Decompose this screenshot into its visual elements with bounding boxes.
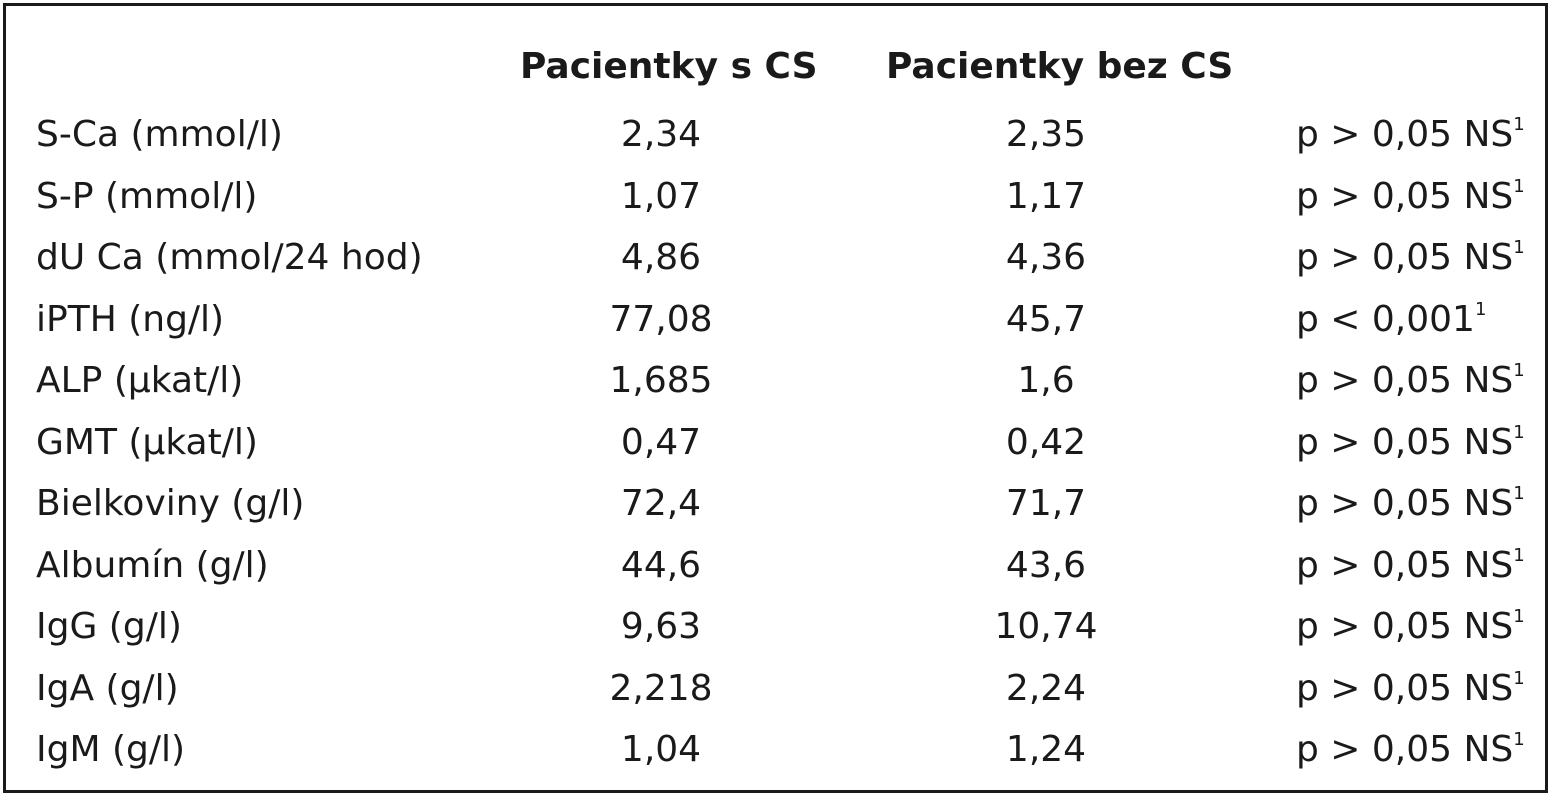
- cell-without-cs: 43,6: [1005, 544, 1087, 586]
- p-value-text: p > 0,05 NS: [1296, 544, 1514, 586]
- table-row: IgM (g/l) 1,04 1,24 p > 0,05 NS1: [6, 721, 1545, 783]
- cell-p-value: p < 0,0011: [1296, 299, 1486, 340]
- cell-without-cs: 2,35: [1005, 114, 1087, 155]
- cell-p-value: p > 0,05 NS1: [1296, 668, 1525, 709]
- p-value-text: p > 0,05 NS: [1296, 483, 1514, 524]
- cell-with-cs: 4,86: [620, 237, 702, 278]
- cell-p-value: p > 0,05 NS1: [1296, 606, 1525, 647]
- footnote-marker: 1: [1513, 729, 1525, 750]
- table-header: Pacientky s CS Pacientky bez CS: [6, 46, 1545, 87]
- p-value-text: p > 0,05 NS: [1296, 175, 1514, 217]
- cell-without-cs: 1,6: [1017, 360, 1075, 401]
- table-row: S-P (mmol/l) 1,07 1,17 p > 0,05 NS1: [6, 168, 1545, 230]
- cell-without-cs: 10,74: [994, 606, 1098, 647]
- header-without-cs: Pacientky bez CS: [886, 46, 1234, 87]
- footnote-marker: 1: [1513, 544, 1525, 566]
- table-row: Bielkoviny (g/l) 72,4 71,7 p > 0,05 NS1: [6, 475, 1545, 537]
- table-row: GMT (µkat/l) 0,47 0,42 p > 0,05 NS1: [6, 414, 1545, 476]
- p-value-text: p > 0,05 NS: [1296, 237, 1514, 278]
- footnote-marker: 1: [1513, 175, 1525, 197]
- cell-p-value: p > 0,05 NS1: [1296, 545, 1525, 586]
- cell-parameter: GMT (µkat/l): [36, 421, 258, 463]
- cell-parameter: Albumín (g/l): [36, 544, 269, 586]
- footnote-marker: 1: [1513, 667, 1525, 689]
- footnote-marker: 1: [1513, 237, 1525, 258]
- p-value-text: p > 0,05 NS: [1296, 421, 1514, 463]
- footnote-marker: 1: [1513, 114, 1525, 135]
- cell-parameter: IgA (g/l): [36, 667, 179, 709]
- cell-p-value: p > 0,05 NS1: [1296, 360, 1525, 401]
- p-value-text: p > 0,05 NS: [1296, 606, 1514, 647]
- cell-without-cs: 71,7: [1005, 483, 1087, 524]
- cell-p-value: p > 0,05 NS1: [1296, 483, 1525, 524]
- cell-parameter: S-Ca (mmol/l): [36, 114, 283, 155]
- table-row: S-Ca (mmol/l) 2,34 2,35 p > 0,05 NS1: [6, 106, 1545, 168]
- cell-parameter: dU Ca (mmol/24 hod): [36, 237, 423, 278]
- p-value-text: p > 0,05 NS: [1296, 729, 1514, 770]
- cell-with-cs: 72,4: [620, 483, 702, 524]
- table-row: ALP (µkat/l) 1,685 1,6 p > 0,05 NS1: [6, 352, 1545, 414]
- cell-without-cs: 4,36: [1005, 237, 1087, 278]
- cell-p-value: p > 0,05 NS1: [1296, 176, 1525, 217]
- table-row: IgA (g/l) 2,218 2,24 p > 0,05 NS1: [6, 660, 1545, 722]
- header-with-cs: Pacientky s CS: [520, 46, 818, 87]
- cell-with-cs: 2,34: [620, 114, 702, 155]
- cell-parameter: iPTH (ng/l): [36, 298, 225, 340]
- cell-without-cs: 45,7: [1005, 298, 1087, 340]
- cell-p-value: p > 0,05 NS1: [1296, 729, 1525, 770]
- p-value-text: p > 0,05 NS: [1296, 667, 1514, 709]
- cell-parameter: IgG (g/l): [36, 606, 182, 647]
- table-body: S-Ca (mmol/l) 2,34 2,35 p > 0,05 NS1 S-P (mm…: [6, 106, 1545, 783]
- footnote-marker: 1: [1513, 483, 1525, 504]
- cell-with-cs: 1,04: [620, 729, 702, 770]
- cell-p-value: p > 0,05 NS1: [1296, 114, 1525, 155]
- table-row: iPTH (ng/l) 77,08 45,7 p < 0,0011: [6, 291, 1545, 353]
- footnote-marker: 1: [1474, 298, 1487, 320]
- cell-with-cs: 0,47: [620, 421, 702, 463]
- cell-parameter: IgM (g/l): [36, 729, 186, 770]
- p-value-text: p > 0,05 NS: [1296, 360, 1514, 401]
- cell-with-cs: 2,218: [609, 667, 713, 709]
- footnote-marker: 1: [1513, 606, 1525, 627]
- cell-without-cs: 0,42: [1005, 421, 1087, 463]
- cell-without-cs: 1,24: [1005, 729, 1087, 770]
- table-frame: Pacientky s CS Pacientky bez CS S-Ca (mm…: [3, 3, 1548, 793]
- cell-without-cs: 2,24: [1005, 667, 1087, 709]
- p-value-text: p > 0,05 NS: [1296, 114, 1514, 155]
- cell-parameter: S-P (mmol/l): [36, 175, 258, 217]
- table-row: IgG (g/l) 9,63 10,74 p > 0,05 NS1: [6, 598, 1545, 660]
- cell-p-value: p > 0,05 NS1: [1296, 422, 1525, 463]
- cell-with-cs: 1,07: [620, 175, 702, 217]
- table-row: dU Ca (mmol/24 hod) 4,86 4,36 p > 0,05 NS1: [6, 229, 1545, 291]
- cell-with-cs: 9,63: [620, 606, 702, 647]
- cell-parameter: ALP (µkat/l): [36, 360, 244, 401]
- cell-with-cs: 1,685: [609, 360, 713, 401]
- footnote-marker: 1: [1513, 421, 1525, 443]
- p-value-text: p < 0,001: [1296, 298, 1475, 340]
- cell-p-value: p > 0,05 NS1: [1296, 237, 1525, 278]
- footnote-marker: 1: [1513, 360, 1525, 381]
- table-row: Albumín (g/l) 44,6 43,6 p > 0,05 NS1: [6, 537, 1545, 599]
- cell-with-cs: 44,6: [620, 544, 702, 586]
- cell-parameter: Bielkoviny (g/l): [36, 483, 305, 524]
- cell-with-cs: 77,08: [609, 298, 713, 340]
- cell-without-cs: 1,17: [1005, 175, 1087, 217]
